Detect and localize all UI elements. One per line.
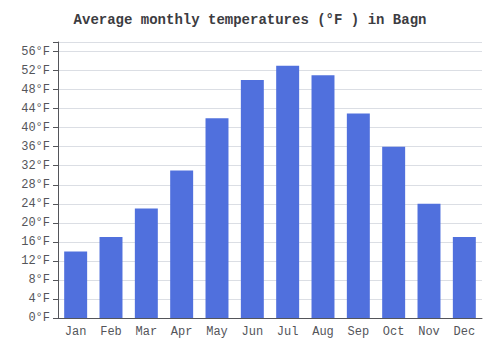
svg-text:Jan: Jan (65, 325, 87, 339)
svg-text:48°F: 48°F (21, 83, 50, 97)
svg-text:20°F: 20°F (21, 216, 50, 230)
svg-text:44°F: 44°F (21, 102, 50, 116)
svg-text:28°F: 28°F (21, 178, 50, 192)
svg-text:36°F: 36°F (21, 140, 50, 154)
svg-text:Sep: Sep (348, 325, 370, 339)
svg-text:Mar: Mar (136, 325, 158, 339)
svg-text:40°F: 40°F (21, 121, 50, 135)
svg-text:12°F: 12°F (21, 254, 50, 268)
svg-text:Nov: Nov (418, 325, 440, 339)
svg-text:8°F: 8°F (28, 273, 50, 287)
svg-text:May: May (206, 325, 228, 339)
svg-text:Aug: Aug (312, 325, 334, 339)
svg-text:4°F: 4°F (28, 292, 50, 306)
svg-text:24°F: 24°F (21, 197, 50, 211)
svg-text:Feb: Feb (100, 325, 122, 339)
svg-text:Apr: Apr (171, 325, 193, 339)
svg-text:Average monthly temperatures (: Average monthly temperatures (°F ) in Ba… (74, 12, 427, 28)
svg-text:16°F: 16°F (21, 235, 50, 249)
svg-text:56°F: 56°F (21, 45, 50, 59)
svg-text:Jul: Jul (277, 325, 299, 339)
svg-text:52°F: 52°F (21, 64, 50, 78)
svg-text:Dec: Dec (454, 325, 476, 339)
svg-text:Oct: Oct (383, 325, 405, 339)
svg-text:Jun: Jun (242, 325, 264, 339)
svg-text:0°F: 0°F (28, 311, 50, 325)
svg-text:32°F: 32°F (21, 159, 50, 173)
